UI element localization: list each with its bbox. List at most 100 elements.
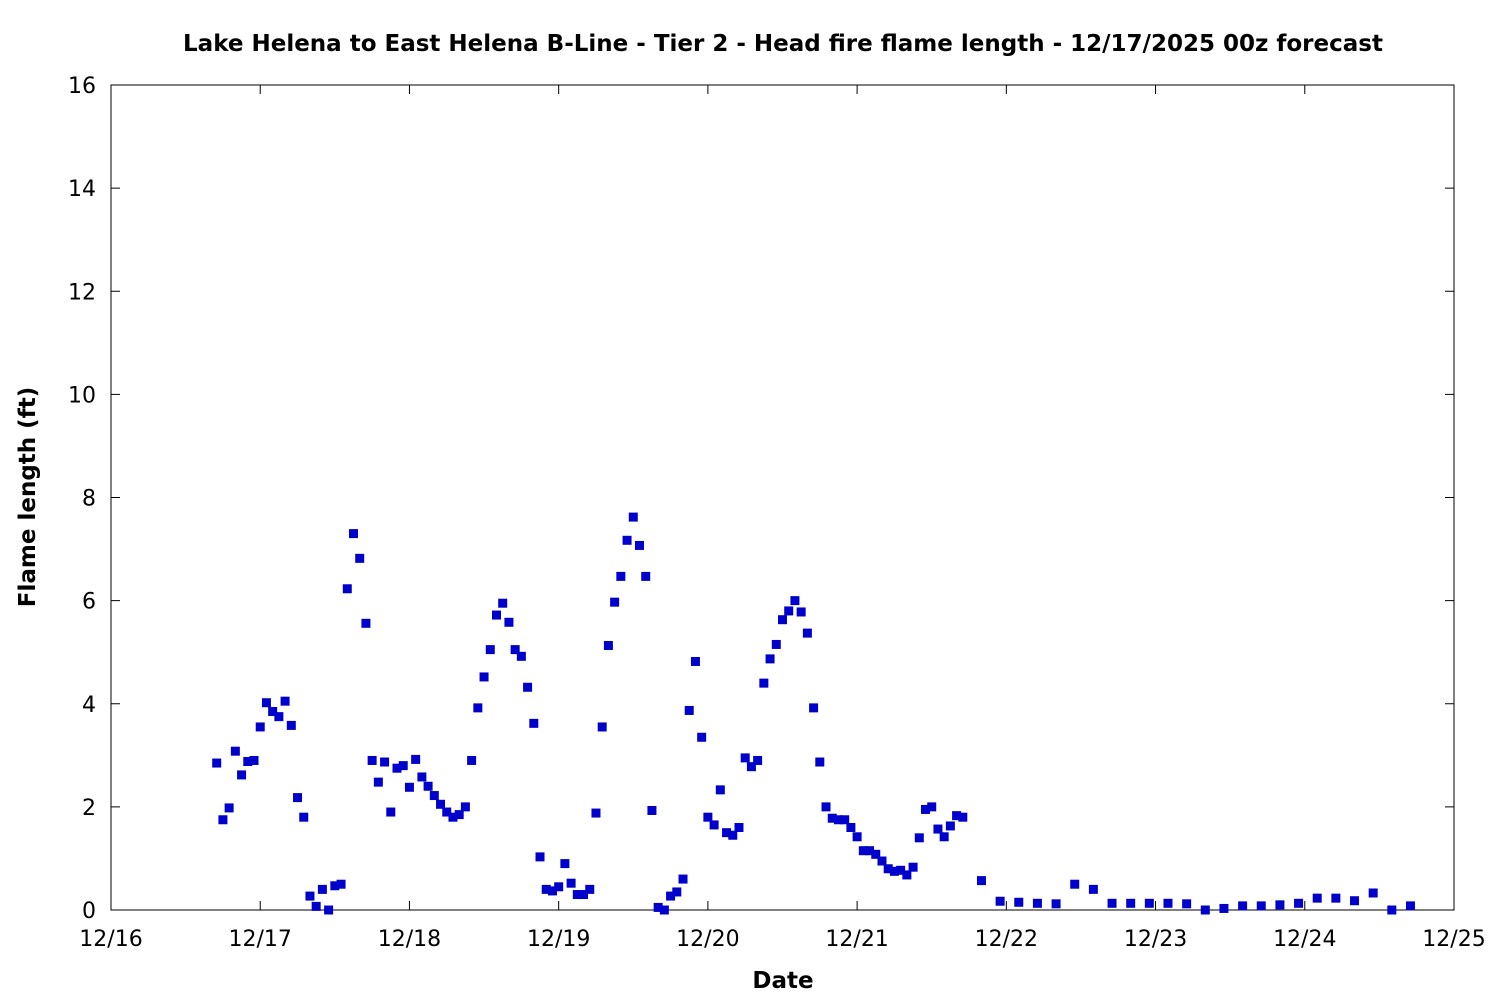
data-point bbox=[684, 705, 694, 715]
data-point bbox=[678, 874, 688, 884]
data-point bbox=[367, 755, 377, 765]
x-tick-label: 12/21 bbox=[825, 927, 888, 952]
data-point bbox=[516, 651, 526, 661]
data-point bbox=[348, 529, 358, 539]
data-point bbox=[1219, 903, 1229, 913]
data-point bbox=[690, 656, 700, 666]
data-point bbox=[821, 802, 831, 812]
y-tick-label: 14 bbox=[68, 177, 96, 202]
data-point bbox=[672, 887, 682, 897]
data-point bbox=[896, 865, 906, 875]
data-point bbox=[715, 785, 725, 795]
data-point bbox=[709, 820, 719, 830]
data-point bbox=[212, 758, 222, 768]
data-point bbox=[1331, 893, 1341, 903]
data-point bbox=[261, 698, 271, 708]
data-point bbox=[1144, 898, 1154, 908]
data-point bbox=[429, 791, 439, 801]
data-point bbox=[554, 882, 564, 892]
y-tick-label: 10 bbox=[68, 383, 96, 408]
data-point bbox=[976, 876, 986, 886]
data-point bbox=[697, 732, 707, 742]
data-point bbox=[299, 812, 309, 822]
data-point bbox=[759, 678, 769, 688]
data-point bbox=[355, 553, 365, 563]
data-point bbox=[1368, 888, 1378, 898]
data-point bbox=[939, 832, 949, 842]
data-point bbox=[566, 878, 576, 888]
data-point bbox=[237, 770, 247, 780]
x-tick-label: 12/17 bbox=[229, 927, 292, 952]
data-point bbox=[778, 615, 787, 625]
data-point bbox=[361, 618, 371, 628]
data-point bbox=[927, 802, 937, 812]
data-point bbox=[889, 866, 899, 876]
data-point bbox=[1405, 901, 1415, 911]
data-point bbox=[1163, 898, 1173, 908]
data-point bbox=[659, 905, 669, 915]
x-tick-label: 12/25 bbox=[1422, 927, 1485, 952]
data-point bbox=[1070, 879, 1080, 889]
x-tick-label: 12/16 bbox=[79, 927, 142, 952]
data-point bbox=[1107, 898, 1117, 908]
data-point bbox=[293, 793, 303, 803]
data-point bbox=[280, 696, 290, 706]
data-point bbox=[454, 810, 464, 820]
data-point bbox=[1200, 905, 1210, 915]
data-point bbox=[336, 879, 346, 889]
data-point bbox=[995, 896, 1005, 906]
data-point bbox=[436, 799, 446, 809]
data-point bbox=[305, 891, 315, 901]
data-point bbox=[243, 757, 253, 766]
data-point bbox=[230, 746, 240, 756]
data-point bbox=[902, 870, 912, 880]
data-point bbox=[249, 755, 259, 765]
data-point bbox=[579, 890, 589, 900]
data-point bbox=[1126, 898, 1136, 908]
y-tick-label: 6 bbox=[82, 590, 96, 615]
data-point bbox=[473, 703, 483, 713]
data-point bbox=[380, 757, 390, 767]
x-tick-label: 12/24 bbox=[1273, 927, 1336, 952]
data-point bbox=[591, 808, 601, 818]
data-point bbox=[771, 639, 781, 649]
data-point bbox=[324, 905, 334, 915]
data-point bbox=[746, 762, 756, 772]
data-point bbox=[274, 712, 284, 722]
data-point bbox=[460, 802, 470, 812]
data-point bbox=[827, 813, 837, 823]
data-point bbox=[286, 720, 296, 730]
data-point bbox=[703, 812, 713, 822]
data-point bbox=[858, 846, 868, 856]
data-point bbox=[1294, 898, 1304, 908]
x-tick-label: 12/18 bbox=[378, 927, 441, 952]
data-point bbox=[1275, 900, 1285, 910]
data-point bbox=[448, 812, 458, 822]
data-point bbox=[510, 645, 520, 655]
data-point bbox=[952, 811, 962, 821]
data-point bbox=[628, 512, 638, 522]
x-axis-ticks: 12/16 12/17 12/18 12/19 12/20 12/21 12/22 12/23… bbox=[79, 85, 1486, 952]
data-point bbox=[852, 832, 862, 842]
data-point bbox=[610, 597, 620, 607]
data-point bbox=[504, 617, 514, 627]
data-point bbox=[255, 722, 265, 732]
data-point bbox=[634, 540, 644, 550]
data-point bbox=[1387, 905, 1397, 915]
data-point bbox=[541, 884, 551, 894]
data-point bbox=[498, 598, 508, 608]
data-point bbox=[1312, 893, 1322, 903]
data-points bbox=[212, 512, 1415, 915]
data-point bbox=[734, 823, 744, 832]
y-tick-label: 16 bbox=[68, 74, 96, 99]
data-point bbox=[398, 761, 408, 771]
data-point bbox=[753, 755, 763, 765]
data-point bbox=[317, 884, 327, 894]
data-point bbox=[491, 610, 501, 620]
x-tick-label: 12/19 bbox=[527, 927, 590, 952]
x-tick-label: 12/22 bbox=[975, 927, 1038, 952]
data-point bbox=[846, 823, 856, 832]
data-point bbox=[585, 884, 595, 894]
data-point bbox=[218, 815, 228, 825]
data-point bbox=[958, 812, 968, 822]
